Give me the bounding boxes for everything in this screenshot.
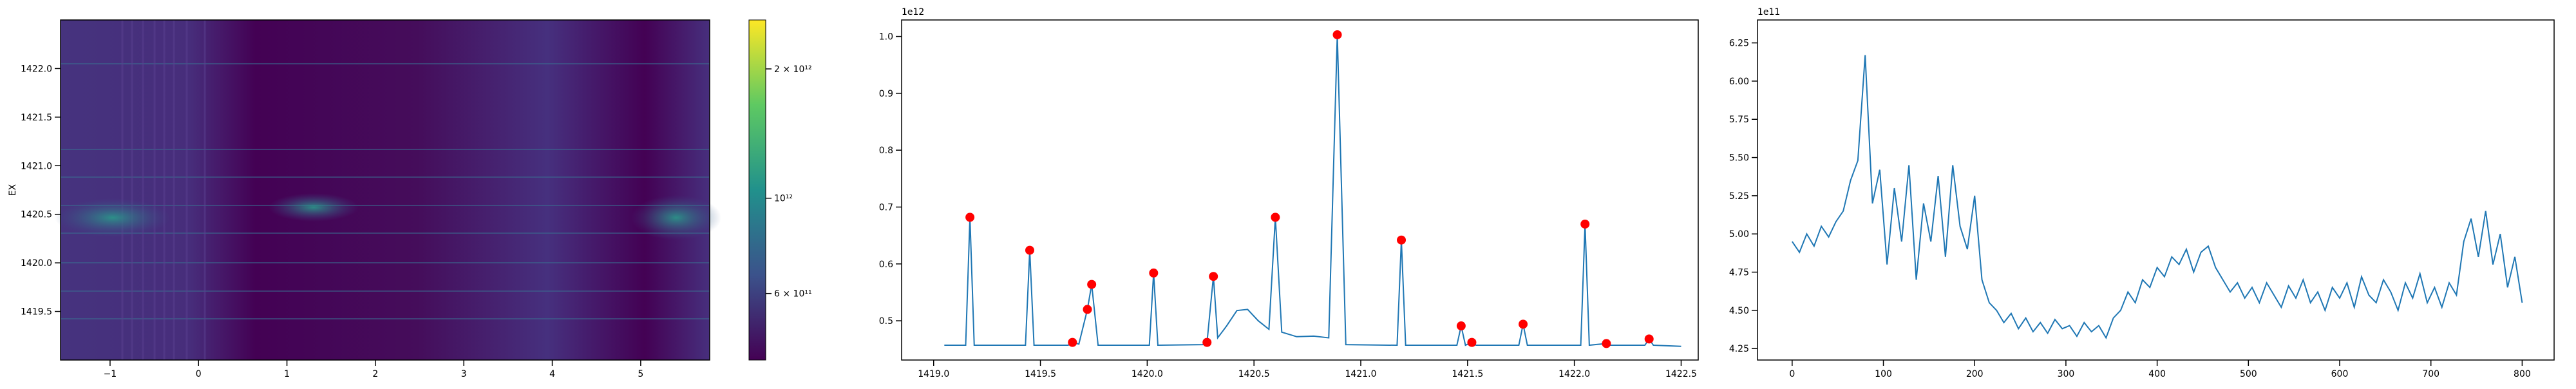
x-tick-label: 1422.0 <box>1558 369 1590 379</box>
x-tick-label: 1419.0 <box>918 369 949 379</box>
line <box>1792 55 2523 339</box>
x-tick-label: 1422.5 <box>1665 369 1697 379</box>
axes-frame <box>1757 19 2555 361</box>
x-tick-label: 200 <box>1966 369 1984 379</box>
x-tick-label: −1 <box>104 369 117 379</box>
x-tick-label: 2 <box>372 369 378 379</box>
axes-frame <box>901 19 1699 361</box>
x-tick-label: 1420.0 <box>1132 369 1163 379</box>
colorbar-frame <box>748 19 766 361</box>
y-tick-label: 5.25 <box>1729 191 1749 202</box>
y-tick-label: 1.0 <box>879 32 893 43</box>
peak-marker <box>1519 319 1528 329</box>
x-tick-label: 800 <box>2514 369 2531 379</box>
colorbar-tick-label: 2 × 10¹² <box>774 64 812 75</box>
peak-marker <box>1068 337 1077 347</box>
x-tick-label: 1420.5 <box>1238 369 1270 379</box>
y-tick-label: 1420.0 <box>21 258 52 269</box>
x-tick-label: 5 <box>638 369 643 379</box>
x-tick-label: 4 <box>549 369 555 379</box>
heatmap-image <box>55 20 721 360</box>
y-tick-label: 1420.5 <box>21 210 52 220</box>
peak-marker <box>1083 305 1092 314</box>
y-tick-label: 1421.5 <box>21 113 52 123</box>
colorbar <box>749 20 766 360</box>
peak-marker <box>1602 339 1611 348</box>
peak-marker <box>1467 337 1477 347</box>
axes-frame <box>60 19 710 361</box>
colorbar-tick-label: 10¹² <box>774 194 793 204</box>
y-tick-label: 1419.5 <box>21 307 52 318</box>
peak-marker <box>1456 321 1466 331</box>
peak-marker <box>965 213 975 222</box>
peak-marker <box>1397 235 1406 245</box>
peak-marker <box>1644 334 1654 344</box>
y-tick-label: 4.25 <box>1729 344 1749 354</box>
y-tick-label: 0.8 <box>879 146 893 156</box>
offset-label: 1e12 <box>902 7 924 17</box>
x-tick-label: 1 <box>284 369 290 379</box>
x-tick-label: 100 <box>1875 369 1892 379</box>
y-tick-label: 4.75 <box>1729 268 1749 278</box>
x-tick-label: 400 <box>2148 369 2166 379</box>
y-tick-label: 1422.0 <box>21 64 52 74</box>
y-tick-label: 6.25 <box>1729 39 1749 49</box>
peak-marker <box>1271 213 1280 222</box>
x-tick-label: 1421.0 <box>1345 369 1377 379</box>
peak-marker <box>1087 280 1097 289</box>
x-tick-label: 0 <box>196 369 202 379</box>
offset-label: 1e11 <box>1757 7 1780 17</box>
y-tick-label: 5.50 <box>1729 153 1749 164</box>
colorbar-tick-label: 6 × 10¹¹ <box>774 289 812 299</box>
y-tick-label: 1421.0 <box>21 161 52 171</box>
peak-marker <box>1209 272 1218 281</box>
peak-marker <box>1025 245 1034 255</box>
y-tick-label: 0.5 <box>879 316 893 327</box>
x-tick-label: 0 <box>1789 369 1795 379</box>
x-tick-label: 300 <box>2058 369 2075 379</box>
x-tick-label: 3 <box>461 369 467 379</box>
x-tick-label: 600 <box>2331 369 2349 379</box>
y-tick-label: 4.50 <box>1729 306 1749 316</box>
y-tick-label: 0.7 <box>879 202 893 213</box>
y-tick-label: 5.00 <box>1729 229 1749 240</box>
x-tick-label: 500 <box>2240 369 2257 379</box>
peak-marker <box>1332 30 1342 39</box>
peak-marker <box>1202 337 1212 347</box>
y-axis-label: EX <box>8 184 18 196</box>
line <box>944 34 1681 347</box>
y-tick-label: 5.75 <box>1729 115 1749 125</box>
x-tick-label: 1419.5 <box>1025 369 1056 379</box>
x-tick-label: 700 <box>2422 369 2439 379</box>
y-tick-label: 6.00 <box>1729 77 1749 87</box>
x-tick-label: 1421.5 <box>1452 369 1483 379</box>
y-tick-label: 0.9 <box>879 89 893 99</box>
y-tick-label: 0.6 <box>879 260 893 270</box>
peak-marker <box>1580 219 1590 229</box>
peak-marker <box>1149 268 1159 278</box>
